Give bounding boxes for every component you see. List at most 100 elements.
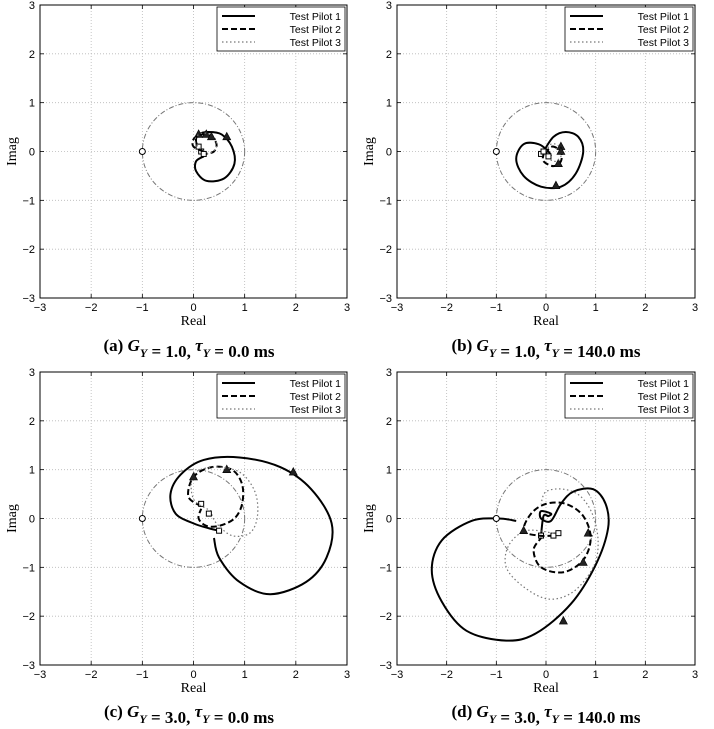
caption-segment: τ bbox=[544, 336, 552, 355]
x-tick-label: 1 bbox=[242, 669, 248, 681]
x-axis-label: Real bbox=[533, 681, 559, 696]
caption-segment: = 1.0, bbox=[496, 342, 544, 361]
caption-segment: = 0.0 ms bbox=[210, 342, 275, 361]
y-tick-label: −1 bbox=[22, 195, 35, 207]
y-tick-label: 0 bbox=[386, 514, 392, 526]
caption-segment: G bbox=[127, 702, 140, 721]
x-axis-label: Real bbox=[181, 681, 207, 696]
triangle-marker bbox=[553, 158, 563, 168]
caption-segment: = 0.0 ms bbox=[210, 708, 275, 727]
y-tick-label: 2 bbox=[386, 416, 392, 428]
caption-segment: G bbox=[128, 336, 141, 355]
caption-segment: Y bbox=[489, 712, 498, 726]
critical-point-marker bbox=[138, 148, 146, 155]
panel-caption: (a) GY = 1.0, τY = 0.0 ms bbox=[104, 336, 275, 361]
series-line-pilot-1 bbox=[169, 455, 334, 596]
critical-point-marker bbox=[492, 515, 500, 522]
y-axis-label: Imag bbox=[362, 137, 377, 166]
y-tick-label: −1 bbox=[379, 195, 392, 207]
x-tick-label: 3 bbox=[692, 302, 698, 314]
y-tick-label: 2 bbox=[386, 49, 392, 61]
y-tick-label: −2 bbox=[22, 611, 35, 623]
y-tick-label: −3 bbox=[22, 293, 35, 305]
x-tick-label: 0 bbox=[190, 302, 196, 314]
square-marker bbox=[198, 500, 205, 507]
y-tick-label: −3 bbox=[379, 660, 392, 672]
triangle-marker bbox=[551, 180, 561, 189]
series-line-pilot-3 bbox=[190, 466, 259, 537]
y-tick-label: 0 bbox=[29, 147, 35, 159]
y-tick-label: 2 bbox=[29, 416, 35, 428]
caption-segment: (c) bbox=[104, 702, 127, 721]
unit-circle bbox=[141, 469, 246, 568]
legend-label-pilot-2: Test Pilot 2 bbox=[290, 24, 342, 36]
y-tick-label: −3 bbox=[379, 293, 392, 305]
plot-frame bbox=[396, 371, 696, 666]
legend-label-pilot-3: Test Pilot 3 bbox=[290, 404, 342, 416]
y-axis-label: Imag bbox=[5, 137, 20, 166]
series-line-pilot-1 bbox=[430, 487, 610, 642]
y-tick-label: −1 bbox=[379, 562, 392, 574]
x-tick-label: −1 bbox=[490, 302, 503, 314]
triangle-marker bbox=[578, 557, 588, 566]
square-marker bbox=[555, 530, 562, 537]
x-tick-label: −3 bbox=[391, 669, 404, 681]
series-line-pilot-3 bbox=[504, 488, 599, 600]
x-tick-label: −3 bbox=[34, 669, 47, 681]
triangle-marker bbox=[206, 131, 216, 141]
caption-segment: Y bbox=[139, 712, 148, 726]
critical-point-marker bbox=[138, 515, 146, 522]
x-tick-label: 1 bbox=[593, 302, 599, 314]
x-axis-label: Real bbox=[181, 314, 207, 329]
y-tick-label: 3 bbox=[386, 367, 392, 379]
caption-segment: = 3.0, bbox=[147, 708, 195, 727]
x-tick-label: 2 bbox=[293, 302, 299, 314]
caption-segment: = 140.0 ms bbox=[559, 708, 641, 727]
triangle-marker bbox=[201, 129, 211, 138]
y-tick-label: 0 bbox=[29, 514, 35, 526]
x-tick-label: 1 bbox=[593, 669, 599, 681]
x-tick-label: 0 bbox=[543, 302, 549, 314]
triangle-marker bbox=[288, 466, 298, 476]
panel-caption: (d) GY = 3.0, τY = 140.0 ms bbox=[452, 702, 641, 727]
y-tick-label: −2 bbox=[22, 244, 35, 256]
y-tick-label: 1 bbox=[386, 98, 392, 110]
series-line-pilot-2 bbox=[191, 133, 218, 155]
square-marker bbox=[200, 150, 207, 157]
caption-segment: G bbox=[477, 702, 490, 721]
caption-segment: τ bbox=[195, 336, 203, 355]
plot-frame bbox=[39, 4, 348, 299]
square-marker bbox=[540, 148, 547, 155]
y-tick-label: −1 bbox=[22, 562, 35, 574]
y-tick-label: −2 bbox=[379, 611, 392, 623]
caption-segment: Y bbox=[552, 346, 561, 360]
y-tick-label: 1 bbox=[29, 98, 35, 110]
triangle-marker bbox=[558, 615, 568, 625]
caption-segment: (b) bbox=[452, 336, 477, 355]
legend-label-pilot-1: Test Pilot 1 bbox=[638, 11, 690, 23]
square-marker bbox=[550, 532, 557, 539]
caption-segment: Y bbox=[202, 712, 211, 726]
unit-circle bbox=[141, 102, 246, 201]
legend-label-pilot-3: Test Pilot 3 bbox=[638, 404, 690, 416]
legend-box bbox=[564, 6, 694, 52]
x-tick-label: 3 bbox=[692, 669, 698, 681]
x-tick-label: 1 bbox=[242, 302, 248, 314]
critical-point-marker bbox=[492, 148, 500, 155]
x-tick-label: −1 bbox=[490, 669, 503, 681]
caption-segment: (a) bbox=[104, 336, 128, 355]
x-tick-label: 0 bbox=[190, 669, 196, 681]
caption-segment: Y bbox=[203, 346, 212, 360]
x-tick-label: 3 bbox=[344, 669, 350, 681]
caption-segment: Y bbox=[489, 346, 498, 360]
legend-box bbox=[564, 373, 694, 419]
x-tick-label: −2 bbox=[85, 302, 98, 314]
legend-box bbox=[216, 6, 346, 52]
